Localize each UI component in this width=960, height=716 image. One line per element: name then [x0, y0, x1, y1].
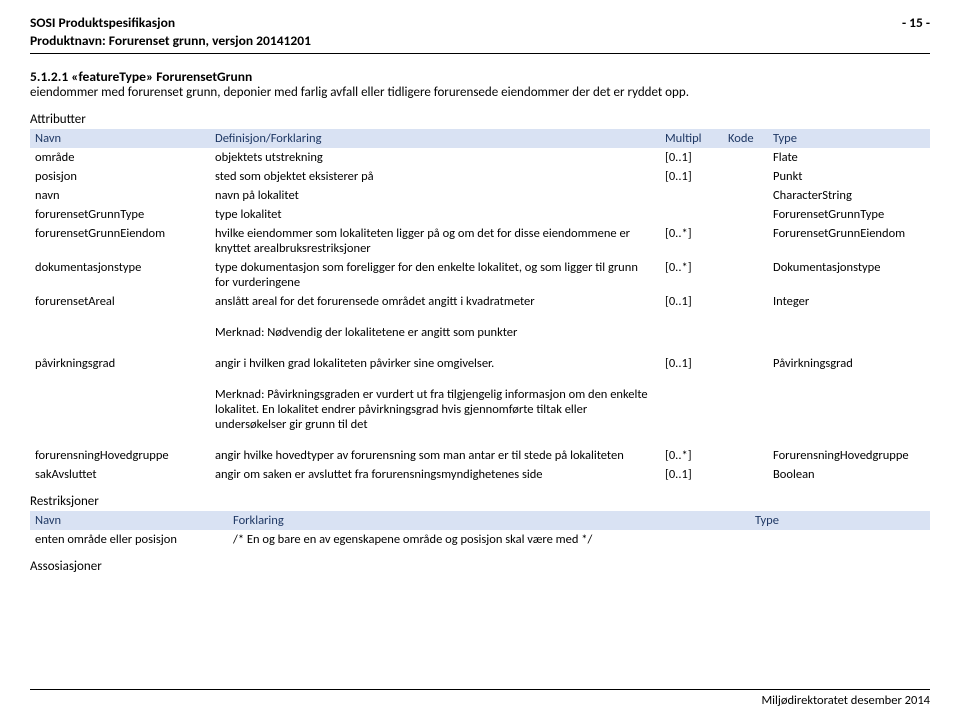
- cell-fork: /* En og bare en av egenskapene område o…: [228, 530, 750, 549]
- spacer: [30, 373, 930, 385]
- cell-mult: [0..1]: [660, 148, 723, 167]
- cell-kode: [723, 258, 768, 292]
- cell-navn: sakAvsluttet: [30, 465, 210, 484]
- attributes-heading: Attributter: [30, 112, 930, 127]
- table-header-row: Navn Forklaring Type: [30, 511, 930, 530]
- cell-type: Flate: [768, 148, 930, 167]
- footer-text: Miljødirektoratet desember 2014: [761, 693, 930, 708]
- merknad-text: Merknad: Påvirkningsgraden er vurdert ut…: [210, 385, 660, 434]
- cell-type: Påvirkningsgrad: [768, 354, 930, 373]
- associations-heading: Assosiasjoner: [30, 559, 930, 574]
- cell-def: anslått areal for det forurensede område…: [210, 292, 660, 311]
- cell-def: objektets utstrekning: [210, 148, 660, 167]
- table-row: områdeobjektets utstrekning[0..1] Flate: [30, 148, 930, 167]
- cell-navn: forurensetGrunnEiendom: [30, 224, 210, 258]
- col-multipl: Multipl: [660, 129, 723, 148]
- cell-kode: [723, 446, 768, 465]
- cell-navn: forurensetGrunnType: [30, 205, 210, 224]
- cell-type: Dokumentasjonstype: [768, 258, 930, 292]
- cell-def: navn på lokalitet: [210, 186, 660, 205]
- col-def: Definisjon/Forklaring: [210, 129, 660, 148]
- cell-kode: [723, 224, 768, 258]
- cell-type: ForurensetGrunnEiendom: [768, 224, 930, 258]
- section-description: eiendommer med forurenset grunn, deponie…: [30, 85, 930, 100]
- cell-navn: posisjon: [30, 167, 210, 186]
- cell-kode: [723, 354, 768, 373]
- cell-mult: [0..1]: [660, 465, 723, 484]
- document-footer: Miljødirektoratet desember 2014: [30, 689, 930, 708]
- merknad-row: Merknad: Nødvendig der lokalitetene er a…: [30, 323, 930, 342]
- col-type: Type: [750, 511, 930, 530]
- table-row: forurensetArealanslått areal for det for…: [30, 292, 930, 311]
- cell-mult: [660, 186, 723, 205]
- cell-navn: område: [30, 148, 210, 167]
- table-row: sakAvsluttetangir om saken er avsluttet …: [30, 465, 930, 484]
- document-header: SOSI Produktspesifikasjon Produktnavn: F…: [30, 14, 930, 54]
- cell-mult: [0..*]: [660, 258, 723, 292]
- table-row: navnnavn på lokalitet CharacterString: [30, 186, 930, 205]
- merknad-text: Merknad: Nødvendig der lokalitetene er a…: [210, 323, 660, 342]
- header-line1: SOSI Produktspesifikasjon: [30, 14, 311, 32]
- cell-mult: [660, 205, 723, 224]
- cell-navn: dokumentasjonstype: [30, 258, 210, 292]
- cell-navn: enten område eller posisjon: [30, 530, 228, 549]
- cell-def: angir i hvilken grad lokaliteten påvirke…: [210, 354, 660, 373]
- cell-mult: [0..1]: [660, 167, 723, 186]
- table-row: enten område eller posisjon /* En og bar…: [30, 530, 930, 549]
- cell-type: [750, 530, 930, 549]
- header-line2: Produktnavn: Forurenset grunn, versjon 2…: [30, 32, 311, 50]
- spacer: [30, 434, 930, 446]
- col-navn: Navn: [30, 129, 210, 148]
- cell-type: Integer: [768, 292, 930, 311]
- cell-kode: [723, 205, 768, 224]
- header-left: SOSI Produktspesifikasjon Produktnavn: F…: [30, 14, 311, 50]
- table-row: påvirkningsgradangir i hvilken grad loka…: [30, 354, 930, 373]
- cell-kode: [723, 167, 768, 186]
- cell-type: ForurensetGrunnType: [768, 205, 930, 224]
- restrictions-table: Navn Forklaring Type enten område eller …: [30, 511, 930, 549]
- col-fork: Forklaring: [228, 511, 750, 530]
- table-row: forurensetGrunnTypetype lokalitet Foruren…: [30, 205, 930, 224]
- cell-def: hvilke eiendommer som lokaliteten ligger…: [210, 224, 660, 258]
- cell-def: angir om saken er avsluttet fra forurens…: [210, 465, 660, 484]
- table-header-row: Navn Definisjon/Forklaring Multipl Kode …: [30, 129, 930, 148]
- page-number: - 15 -: [902, 14, 930, 50]
- col-type: Type: [768, 129, 930, 148]
- cell-kode: [723, 465, 768, 484]
- attributes-table: Navn Definisjon/Forklaring Multipl Kode …: [30, 129, 930, 484]
- cell-def: type lokalitet: [210, 205, 660, 224]
- cell-kode: [723, 292, 768, 311]
- cell-kode: [723, 148, 768, 167]
- cell-mult: [0..1]: [660, 292, 723, 311]
- table-row: forurensningHovedgruppeangir hvilke hove…: [30, 446, 930, 465]
- spacer: [30, 342, 930, 354]
- merknad-row: Merknad: Påvirkningsgraden er vurdert ut…: [30, 385, 930, 434]
- cell-mult: [0..*]: [660, 224, 723, 258]
- cell-type: ForurensningHovedgruppe: [768, 446, 930, 465]
- cell-navn: forurensningHovedgruppe: [30, 446, 210, 465]
- cell-type: Boolean: [768, 465, 930, 484]
- cell-mult: [0..1]: [660, 354, 723, 373]
- table-row: posisjonsted som objektet eksisterer på[…: [30, 167, 930, 186]
- cell-type: CharacterString: [768, 186, 930, 205]
- col-navn: Navn: [30, 511, 228, 530]
- table-row: forurensetGrunnEiendomhvilke eiendommer …: [30, 224, 930, 258]
- cell-mult: [0..*]: [660, 446, 723, 465]
- cell-kode: [723, 186, 768, 205]
- section-number-title: 5.1.2.1 «featureType» ForurensetGrunn: [30, 68, 930, 85]
- cell-type: Punkt: [768, 167, 930, 186]
- cell-navn: påvirkningsgrad: [30, 354, 210, 373]
- spacer: [30, 311, 930, 323]
- cell-navn: navn: [30, 186, 210, 205]
- col-kode: Kode: [723, 129, 768, 148]
- cell-def: sted som objektet eksisterer på: [210, 167, 660, 186]
- cell-def: angir hvilke hovedtyper av forurensning …: [210, 446, 660, 465]
- cell-def: type dokumentasjon som foreligger for de…: [210, 258, 660, 292]
- restrictions-heading: Restriksjoner: [30, 494, 930, 509]
- table-row: dokumentasjonstypetype dokumentasjon som…: [30, 258, 930, 292]
- cell-navn: forurensetAreal: [30, 292, 210, 311]
